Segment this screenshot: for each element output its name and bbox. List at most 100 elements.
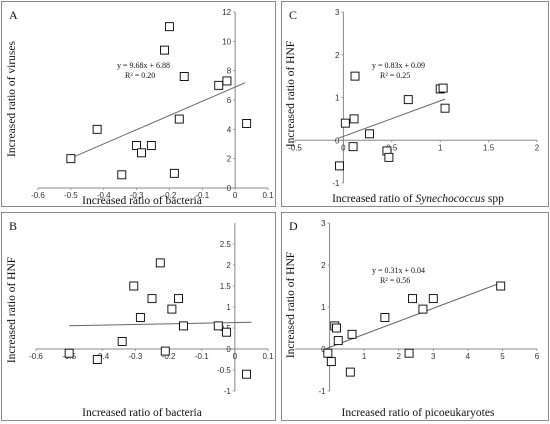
y-tick-label: 6 [227,96,232,105]
x-tick-label: -0.4 [97,191,111,200]
y-tick-label: 3 [335,8,340,17]
panel-label: B [9,219,17,233]
y-tick-label: 2 [321,261,326,270]
data-point [117,170,127,180]
y-tick-label: 12 [222,8,231,17]
r-squared: R² = 0.20 [125,71,155,80]
data-point [174,114,184,124]
data-point [213,321,223,331]
trend-equation: y = 0.83x + 0.09 [372,61,425,70]
y-tick-label: 0 [226,345,231,354]
x-tick-label: -0.3 [129,352,143,361]
chart-panel-a: -0.6 -0.5 -0.4 -0.3 -0.2 -0.1 0 0.1 0 2 4 6 8 10 12 y =… [1,1,276,207]
x-tick-label: -0.1 [195,352,209,361]
data-point [380,313,390,322]
x-tick-label: -0.3 [130,191,144,200]
chart-svg-b: -0.6-0.5-0.4-0.3-0.2-0.100.1-1-0.500.511… [6,219,274,419]
r-squared: R² = 0.25 [380,71,410,80]
x-tick-label: -0.5 [288,143,302,152]
data-point [92,355,102,364]
y-tick-label: 3 [321,219,326,228]
data-point [214,80,224,90]
y-tick-label: 1 [226,303,231,312]
x-tick-label: 0.1 [262,352,274,361]
data-point [332,323,341,333]
y-axis-label: Increased ratio of HNF [285,41,297,147]
data-point [428,294,438,304]
x-tick-label: -0.2 [162,352,176,361]
data-point [345,367,355,377]
data-point [160,346,170,356]
x-tick-label: 0 [233,352,238,361]
data-point [117,336,127,346]
x-axis-label: Increased ratio of bacteria [82,195,202,207]
data-point [179,321,188,331]
x-tick-label: -0.6 [31,191,45,200]
data-point [403,95,413,105]
x-tick-label: -0.5 [64,191,78,200]
y-axis-label: Increased ratio of HNF [6,257,18,363]
y-axis-label: Increased ratio of HNF [285,252,297,358]
x-tick-label: 0 [341,143,346,152]
trend-line-a [70,82,246,159]
data-point [222,327,232,337]
data-point [323,348,333,358]
y-tick-label: 8 [227,67,232,76]
data-point [169,168,179,178]
data-point [132,141,142,150]
chart-panel-b: -0.6-0.5-0.4-0.3-0.2-0.100.1-1-0.500.511… [1,212,276,421]
data-point [349,114,359,124]
data-point [129,281,139,291]
x-tick-label: 6 [535,352,540,361]
y-tick-label: -1 [318,387,326,396]
data-point [348,142,358,152]
y-axis-label: Increased ratio of viruses [6,41,18,157]
y-tick-label: 2 [227,155,232,164]
y-tick-label: 1.5 [220,282,232,291]
data-point [167,304,177,314]
data-point [64,348,74,358]
data-point [147,294,157,304]
x-axis-label: Increased ratio of bacteria [82,407,202,419]
data-point [340,118,350,128]
x-tick-label: 4 [466,352,471,361]
data-point [418,304,428,314]
data-point [440,103,450,113]
x-tick-label: 2 [535,143,540,152]
data-point [326,357,336,367]
data-point [384,152,394,162]
data-point [155,258,165,268]
r-squared: R² = 0.56 [380,276,410,285]
trend-equation: y = 0.31x + 0.04 [372,266,425,275]
data-point [347,329,357,339]
data-point [350,71,360,81]
data-point [66,154,76,164]
y-tick-label: 0 [227,184,232,193]
data-point [242,369,251,379]
panel-label: A [9,8,18,22]
data-point [135,313,145,322]
x-tick-label: -0.2 [163,191,177,200]
data-point [365,129,374,139]
data-point [408,294,417,304]
trend-equation: y = 9.68x + 6.88 [117,61,170,70]
x-tick-label: -0.6 [29,352,43,361]
data-point [137,148,146,158]
data-point [146,141,156,150]
x-tick-label: 0 [233,191,238,200]
x-tick-label: 5 [500,352,505,361]
data-point [160,45,169,55]
panel-label: D [289,219,298,233]
x-tick-label: 0.1 [262,191,274,200]
data-point [92,124,102,134]
chart-svg-a: -0.6 -0.5 -0.4 -0.3 -0.2 -0.1 0 0.1 0 2 4 6 8 10 12 y =… [6,8,274,207]
data-point [222,76,232,86]
x-tick-label: -0.4 [95,352,109,361]
y-tick-label: 1 [321,303,326,312]
y-tick-label: 0 [335,136,340,145]
data-point [179,72,189,81]
y-tick-label: -0.5 [217,366,231,375]
data-point [333,336,343,346]
